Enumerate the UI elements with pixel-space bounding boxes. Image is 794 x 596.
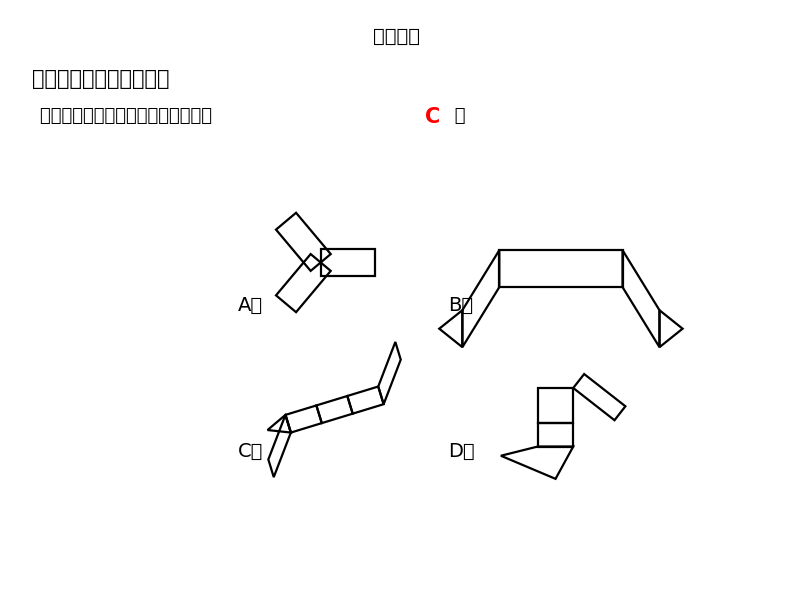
Text: 【例题】下列是三棱柱展开图的是（: 【例题】下列是三棱柱展开图的是（ <box>40 107 218 125</box>
Text: 课堂导学: 课堂导学 <box>373 27 421 46</box>
Text: A．: A． <box>238 296 264 315</box>
Text: C．: C． <box>238 442 264 461</box>
Text: D．: D． <box>448 442 474 461</box>
Text: 知识点：几何体的展开图: 知识点：几何体的展开图 <box>32 69 169 89</box>
Text: ）: ） <box>449 107 465 125</box>
Text: C: C <box>425 107 440 128</box>
Text: B．: B． <box>448 296 473 315</box>
